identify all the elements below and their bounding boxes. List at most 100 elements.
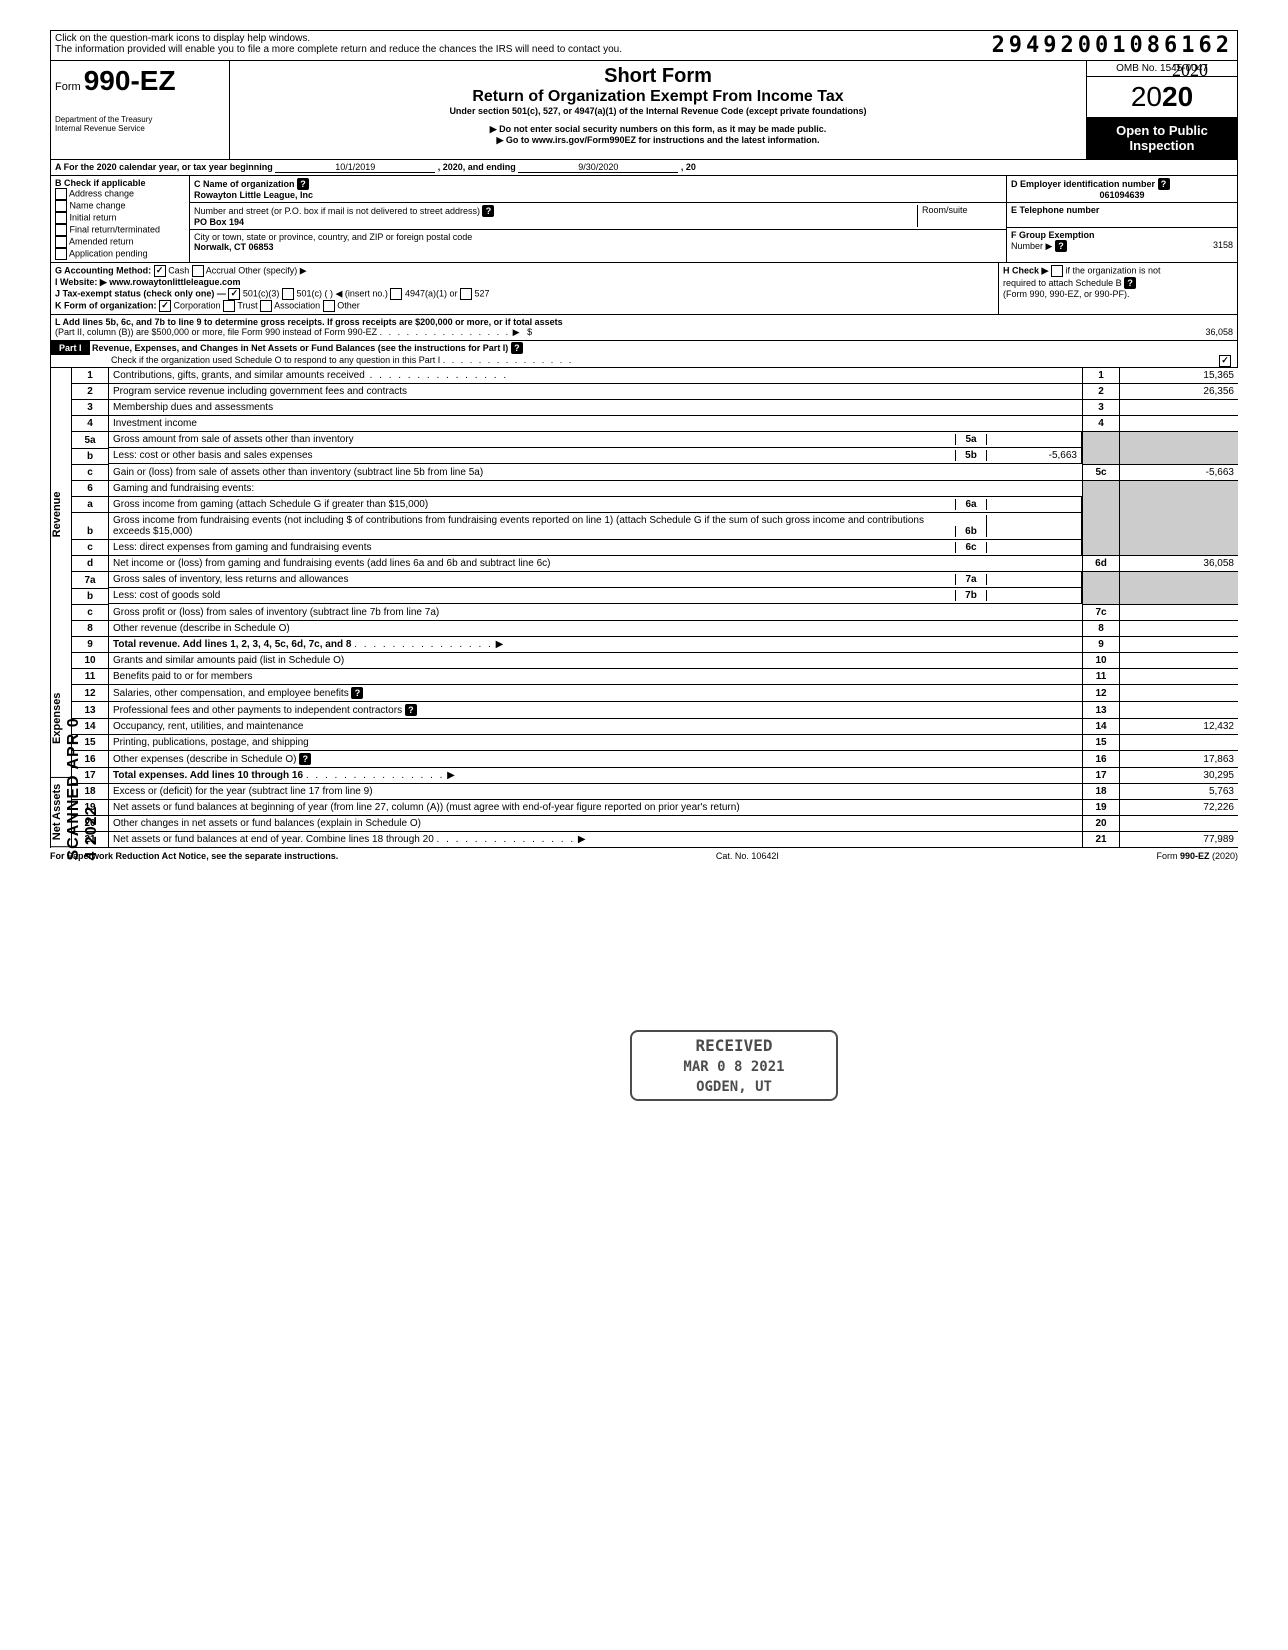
- begin-date: 10/1/2019: [275, 162, 435, 173]
- table-row: 13Professional fees and other payments t…: [72, 701, 1238, 718]
- f-label2: Number ▶: [1011, 241, 1052, 251]
- dln: 29492001086162: [992, 33, 1233, 58]
- form-number: 990-EZ: [84, 65, 176, 96]
- table-row: 2Program service revenue including gover…: [72, 384, 1238, 400]
- l-text2: (Part II, column (B)) are $500,000 or mo…: [55, 327, 377, 337]
- info-block: B Check if applicable Address change Nam…: [50, 176, 1238, 263]
- table-row: 7aGross sales of inventory, less returns…: [72, 572, 1238, 589]
- table-row: 10Grants and similar amounts paid (list …: [72, 652, 1238, 668]
- chk-527[interactable]: [460, 288, 472, 300]
- mid-a: , 2020, and ending: [438, 162, 516, 172]
- vlabel-revenue: Revenue: [51, 368, 71, 660]
- chk-501c[interactable]: [282, 288, 294, 300]
- chk-pending[interactable]: [55, 248, 67, 260]
- chk-initial[interactable]: [55, 212, 67, 224]
- table-row: 12Salaries, other compensation, and empl…: [72, 684, 1238, 701]
- e-label: E Telephone number: [1011, 205, 1099, 215]
- end-date: 9/30/2020: [518, 162, 678, 173]
- help-icon[interactable]: ?: [511, 342, 523, 354]
- chk-h[interactable]: [1051, 265, 1063, 277]
- chk-assoc[interactable]: [260, 300, 272, 312]
- title-cell: Short Form Return of Organization Exempt…: [230, 61, 1086, 159]
- table-row: 19Net assets or fund balances at beginni…: [72, 799, 1238, 815]
- k-label: K Form of organization:: [55, 300, 157, 310]
- city-label: City or town, state or province, country…: [194, 232, 472, 242]
- table-row: cGain or (loss) from sale of assets othe…: [72, 464, 1238, 480]
- title-note1: ▶ Do not enter social security numbers o…: [234, 124, 1082, 135]
- chk-4947[interactable]: [390, 288, 402, 300]
- help-icon[interactable]: ?: [405, 704, 417, 716]
- line-l: L Add lines 5b, 6c, and 7b to line 9 to …: [50, 315, 1238, 341]
- table-row: 14Occupancy, rent, utilities, and mainte…: [72, 718, 1238, 734]
- table-row: 6Gaming and fundraising events:: [72, 480, 1238, 496]
- title-under: Under section 501(c), 527, or 4947(a)(1)…: [234, 106, 1082, 116]
- end-a: , 20: [681, 162, 696, 172]
- table-row: 15Printing, publications, postage, and s…: [72, 734, 1238, 750]
- chk-amended[interactable]: [55, 236, 67, 248]
- city: Norwalk, CT 06853: [194, 242, 274, 252]
- table-row: bGross income from fundraising events (n…: [72, 513, 1238, 540]
- g-other: Other (specify) ▶: [238, 265, 306, 275]
- title-sub: Return of Organization Exempt From Incom…: [234, 88, 1082, 106]
- line-ghijk: G Accounting Method: ✓ Cash Accrual Othe…: [50, 263, 1238, 315]
- form-label: Form: [55, 81, 81, 93]
- g-label: G Accounting Method:: [55, 265, 151, 275]
- table-row: bLess: cost or other basis and sales exp…: [72, 448, 1238, 464]
- section-def: D Employer identification number ? 06109…: [1006, 176, 1237, 262]
- table-row: 5aGross amount from sale of assets other…: [72, 432, 1238, 449]
- part1-header-row: Part I Revenue, Expenses, and Changes in…: [50, 341, 1238, 368]
- table-row: 16Other expenses (describe in Schedule O…: [72, 750, 1238, 767]
- chk-schedule-o[interactable]: ✓: [1219, 355, 1231, 367]
- table-row: cGross profit or (loss) from sales of in…: [72, 604, 1238, 620]
- chk-corp[interactable]: ✓: [159, 300, 171, 312]
- chk-final[interactable]: [55, 224, 67, 236]
- table-row: 18Excess or (deficit) for the year (subt…: [72, 783, 1238, 799]
- ein: 061094639: [1011, 190, 1233, 200]
- help-icon[interactable]: ?: [1055, 240, 1067, 252]
- room-suite: Room/suite: [917, 205, 1002, 227]
- help-icon[interactable]: ?: [297, 178, 309, 190]
- l-text1: L Add lines 5b, 6c, and 7b to line 9 to …: [55, 317, 563, 327]
- l-amount: 36,058: [1205, 327, 1233, 337]
- help-icon[interactable]: ?: [299, 753, 311, 765]
- d-label: D Employer identification number: [1011, 179, 1155, 189]
- org-name: Rowayton Little League, Inc: [194, 190, 313, 200]
- chk-address[interactable]: [55, 188, 67, 200]
- help-icon[interactable]: ?: [1124, 277, 1136, 289]
- table-row: 20Other changes in net assets or fund ba…: [72, 815, 1238, 831]
- line-a: A For the 2020 calendar year, or tax yea…: [50, 160, 1238, 176]
- j-label: J Tax-exempt status (check only one) —: [55, 288, 226, 298]
- vlabel-expenses: Expenses: [51, 660, 71, 778]
- b-label: B Check if applicable: [55, 178, 146, 188]
- chk-trust[interactable]: [223, 300, 235, 312]
- form-number-cell: Form 990-EZ Department of the Treasury I…: [51, 61, 230, 159]
- help-icon[interactable]: ?: [482, 205, 494, 217]
- footer-mid: Cat. No. 10642I: [716, 851, 779, 861]
- lines-table: 1Contributions, gifts, grants, and simil…: [72, 368, 1238, 848]
- f-val: 3158: [1213, 240, 1233, 250]
- omb-number: OMB No. 1545-0047: [1087, 61, 1237, 77]
- table-row: 4Investment income4: [72, 416, 1238, 432]
- table-row: 11Benefits paid to or for members11: [72, 668, 1238, 684]
- chk-cash[interactable]: ✓: [154, 265, 166, 277]
- chk-name[interactable]: [55, 200, 67, 212]
- table-row: 21Net assets or fund balances at end of …: [72, 831, 1238, 847]
- tax-year: 2020: [1087, 77, 1237, 117]
- footer-right: Form 990-EZ (2020): [1156, 851, 1238, 861]
- table-row: 17Total expenses. Add lines 10 through 1…: [72, 767, 1238, 783]
- vlabel-netassets: Net Assets: [51, 778, 71, 847]
- help-icon[interactable]: ?: [351, 687, 363, 699]
- chk-accrual[interactable]: [192, 265, 204, 277]
- table-row: 8Other revenue (describe in Schedule O)8: [72, 620, 1238, 636]
- f-label: F Group Exemption: [1011, 230, 1095, 240]
- help-icon[interactable]: ?: [1158, 178, 1170, 190]
- table-row: aGross income from gaming (attach Schedu…: [72, 496, 1238, 513]
- chk-other[interactable]: [323, 300, 335, 312]
- year-cell: OMB No. 1545-0047 2020 Open to PublicIns…: [1086, 61, 1237, 159]
- help-text: Click on the question-mark icons to disp…: [55, 33, 992, 58]
- dept-treasury: Department of the Treasury: [55, 115, 225, 124]
- section-h: H Check ▶ if the organization is not req…: [998, 263, 1237, 314]
- table-row: dNet income or (loss) from gaming and fu…: [72, 556, 1238, 572]
- chk-501c3[interactable]: ✓: [228, 288, 240, 300]
- title-main: Short Form: [234, 65, 1082, 88]
